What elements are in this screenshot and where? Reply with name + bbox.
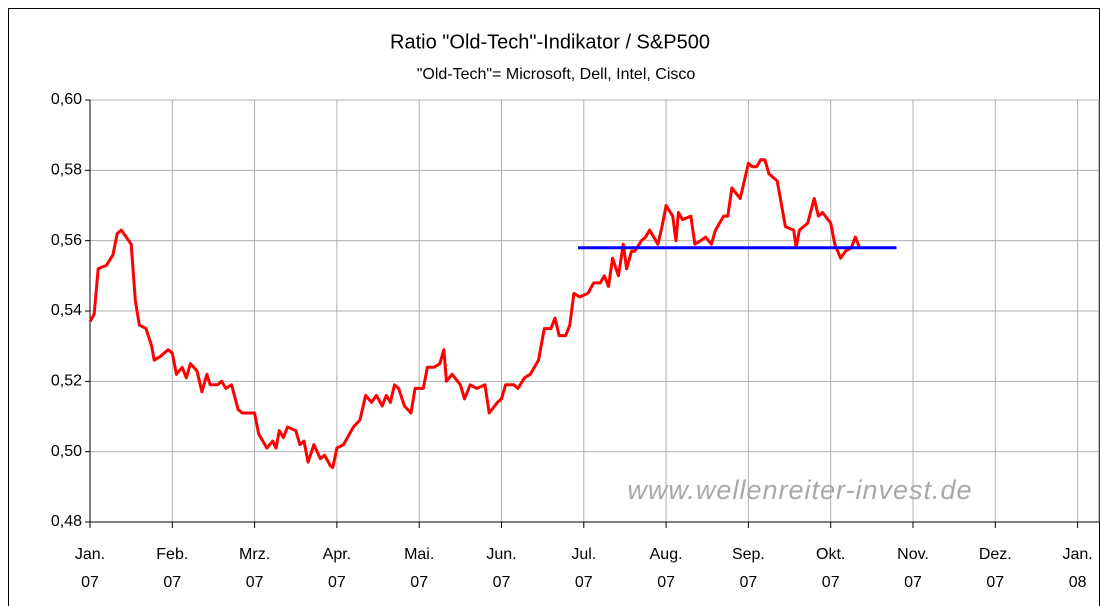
chart-title: Ratio "Old-Tech"-Indikator / S&P500 xyxy=(390,31,710,53)
x-tick-label-line: Sep. xyxy=(732,546,765,563)
x-tick-label: Sep. 07 xyxy=(732,546,765,591)
y-tick-label: 0,54 xyxy=(51,302,82,319)
x-tick-label: Jan. 08 xyxy=(1062,546,1092,591)
x-tick-label-line: 07 xyxy=(904,574,922,591)
x-tick-label-line: 07 xyxy=(246,574,264,591)
x-tick-label-line: 07 xyxy=(740,574,758,591)
x-tick-label-line: 07 xyxy=(575,574,593,591)
x-tick-label-line: 07 xyxy=(822,574,840,591)
x-tick-label-line: Jan. xyxy=(75,546,105,563)
x-tick-label-line: 07 xyxy=(410,574,428,591)
x-tick-label: Jan. 07 xyxy=(75,546,105,591)
x-tick-label-line: Jan. xyxy=(1062,546,1092,563)
x-tick-label-line: 07 xyxy=(657,574,675,591)
x-tick-label: Feb. 07 xyxy=(156,546,188,591)
x-tick-label-line: Apr. xyxy=(323,546,351,563)
x-tick-label-line: Mai. xyxy=(404,546,434,563)
x-tick-label: Apr. 07 xyxy=(323,546,351,591)
x-tick-label-line: 07 xyxy=(328,574,346,591)
data-line xyxy=(88,158,861,469)
x-tick-label: Jul. 07 xyxy=(571,546,596,591)
x-tick-label-line: Jul. xyxy=(571,546,596,563)
x-tick-label-line: Dez. xyxy=(979,546,1012,563)
x-tick-label-line: 07 xyxy=(986,574,1004,591)
y-tick-label: 0,48 xyxy=(51,513,82,530)
watermark: www.wellenreiter-invest.de xyxy=(627,475,972,505)
x-tick-label-line: 07 xyxy=(493,574,511,591)
chart-subtitle: "Old-Tech"= Microsoft, Dell, Intel, Cisc… xyxy=(417,66,696,83)
x-tick-label-line: 07 xyxy=(81,574,99,591)
y-tick-label: 0,52 xyxy=(51,373,82,390)
x-tick-label-line: Mrz. xyxy=(239,546,270,563)
y-tick-label: 0,60 xyxy=(51,91,82,108)
x-tick-label-line: Okt. xyxy=(816,546,845,563)
y-tick-label: 0,58 xyxy=(51,162,82,179)
x-tick-label: Mrz. 07 xyxy=(239,546,270,591)
x-tick-label: Mai. 07 xyxy=(404,546,434,591)
y-tick-label: 0,56 xyxy=(51,232,82,249)
x-tick-label: Jun. 07 xyxy=(486,546,516,591)
x-tick-label: Nov. 07 xyxy=(897,546,929,591)
x-tick-label-line: 08 xyxy=(1069,574,1087,591)
x-tick-label: Dez. 07 xyxy=(979,546,1012,591)
x-tick-label: Okt. 07 xyxy=(816,546,845,591)
x-tick-label-line: Jun. xyxy=(486,546,516,563)
x-tick-label-line: Aug. xyxy=(650,546,683,563)
x-tick-label: Aug. 07 xyxy=(650,546,683,591)
x-tick-label-line: Nov. xyxy=(897,546,929,563)
x-tick-label-line: 07 xyxy=(163,574,181,591)
x-tick-label-line: Feb. xyxy=(156,546,188,563)
y-tick-label: 0,50 xyxy=(51,443,82,460)
